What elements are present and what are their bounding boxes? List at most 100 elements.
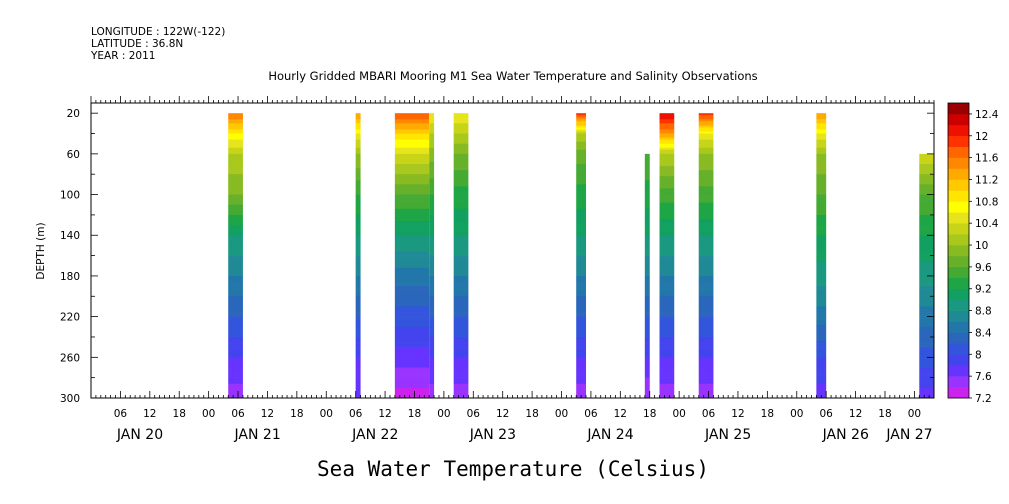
column-cell	[576, 237, 587, 240]
column-cell	[816, 355, 827, 358]
column-cell	[429, 164, 435, 167]
data-column	[659, 113, 675, 399]
column-cell	[394, 166, 430, 169]
column-cell	[228, 265, 243, 269]
column-cell	[659, 341, 675, 344]
column-cell	[659, 267, 675, 271]
column-cell	[919, 389, 934, 393]
column-cell	[228, 241, 243, 244]
column-cell	[659, 330, 675, 334]
colorbar-swatch	[948, 179, 969, 191]
column-cell	[698, 379, 714, 383]
column-cell	[576, 129, 587, 132]
column-cell	[919, 369, 934, 372]
column-cell	[816, 164, 827, 167]
column-cell	[429, 367, 435, 370]
column-cell	[816, 115, 827, 118]
column-cell	[228, 117, 243, 120]
column-cell	[576, 330, 587, 334]
column-cell	[429, 151, 435, 155]
column-cell	[644, 306, 650, 309]
column-cell	[355, 200, 361, 203]
column-cell	[429, 176, 435, 179]
column-cell	[429, 343, 435, 346]
column-cell	[453, 164, 469, 167]
column-cell	[355, 210, 361, 214]
column-cell	[355, 251, 361, 254]
column-cell	[576, 206, 587, 210]
column-cell	[919, 231, 934, 234]
colorbar-swatch	[948, 168, 969, 180]
column-cell	[698, 322, 714, 326]
column-cell	[659, 166, 675, 169]
column-cell	[453, 294, 469, 297]
colorbar-tick-label: 12.4	[975, 109, 999, 121]
column-cell	[355, 192, 361, 195]
column-cell	[659, 389, 675, 393]
column-cell	[919, 223, 934, 226]
column-cell	[228, 339, 243, 342]
column-cell	[228, 210, 243, 214]
column-cell	[919, 202, 934, 206]
x-tick-label: 12	[849, 408, 862, 420]
column-cell	[228, 208, 243, 212]
column-cell	[644, 288, 650, 291]
column-cell	[816, 257, 827, 260]
column-cell	[919, 292, 934, 295]
column-cell	[429, 127, 435, 130]
column-cell	[429, 391, 435, 395]
date-label: JAN 21	[234, 427, 281, 443]
column-cell	[698, 387, 714, 391]
column-cell	[816, 306, 827, 309]
column-cell	[919, 184, 934, 187]
column-cell	[644, 355, 650, 358]
column-cell	[576, 288, 587, 291]
column-cell	[228, 353, 243, 356]
x-tick-label: 18	[408, 408, 421, 420]
column-cell	[576, 363, 587, 366]
column-cell	[228, 308, 243, 311]
column-cell	[698, 332, 714, 336]
column-cell	[453, 127, 469, 130]
column-cell	[644, 393, 650, 397]
column-cell	[429, 229, 435, 232]
column-cell	[228, 310, 243, 313]
column-cell	[355, 225, 361, 228]
column-cell	[919, 208, 934, 212]
column-cell	[429, 255, 435, 258]
column-cell	[659, 172, 675, 175]
column-cell	[644, 176, 650, 179]
column-cell	[644, 375, 650, 378]
column-cell	[429, 371, 435, 374]
column-cell	[698, 381, 714, 385]
column-cell	[228, 147, 243, 151]
column-cell	[576, 218, 587, 222]
column-cell	[228, 255, 243, 258]
column-cell	[394, 379, 430, 383]
column-cell	[228, 322, 243, 326]
column-cell	[228, 186, 243, 189]
column-cell	[355, 133, 361, 136]
column-cell	[394, 363, 430, 366]
column-cell	[816, 123, 827, 126]
column-cell	[394, 221, 430, 224]
column-cell	[659, 218, 675, 222]
column-cell	[453, 322, 469, 326]
column-cell	[698, 168, 714, 171]
column-cell	[394, 312, 430, 315]
column-cell	[453, 168, 469, 171]
column-cell	[644, 282, 650, 285]
column-cell	[919, 341, 934, 344]
data-column	[816, 113, 827, 399]
column-cell	[659, 271, 675, 275]
column-cell	[394, 383, 430, 387]
column-cell	[355, 365, 361, 368]
column-cell	[394, 347, 430, 350]
column-cell	[698, 206, 714, 210]
column-cell	[576, 133, 587, 136]
column-cell	[698, 239, 714, 242]
column-cell	[644, 328, 650, 332]
column-cell	[394, 316, 430, 319]
column-cell	[698, 282, 714, 285]
column-cell	[355, 223, 361, 226]
